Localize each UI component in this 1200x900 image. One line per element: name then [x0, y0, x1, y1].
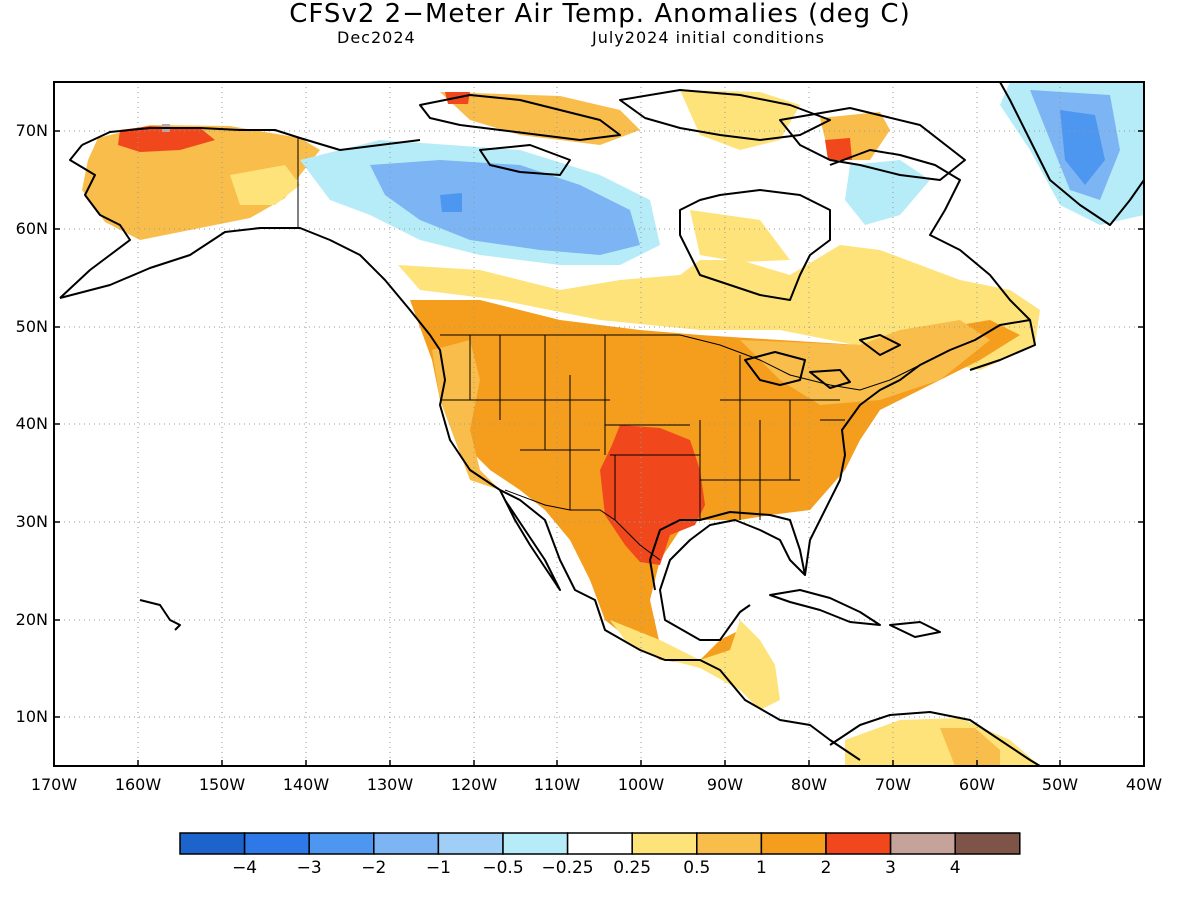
colorbar-swatch-1	[179, 832, 246, 855]
southern-plains-hot	[600, 425, 705, 565]
lon-label-80w: 80W	[790, 775, 828, 794]
forecast-month: Dec2024	[337, 28, 416, 47]
greenland-cold-core	[1060, 110, 1105, 185]
gulf-of-mexico-coast	[649, 511, 806, 641]
colorbar-swatch-5	[437, 832, 504, 855]
lat-label-20n: 20N	[15, 610, 48, 629]
colorbar-label: −3	[296, 858, 322, 878]
lon-label-70w: 70W	[874, 775, 912, 794]
greenland-coast	[999, 82, 1144, 226]
colorbar-label: 0.5	[683, 858, 711, 878]
arctic-islands-3	[479, 144, 571, 176]
lon-label-130w: 130W	[366, 775, 414, 794]
great-lakes-moderate-warm	[740, 320, 990, 405]
colorbar-label: 1	[755, 858, 767, 878]
political-borders	[297, 138, 921, 561]
canada-arctic-warm	[440, 92, 640, 145]
colorbar-swatch-13	[954, 832, 1021, 855]
canada-cold-core	[370, 160, 640, 255]
alaska-weak-anomaly	[230, 165, 300, 205]
alaska-west-coast	[59, 144, 131, 299]
cuba	[769, 589, 881, 626]
baffin-island	[779, 107, 966, 181]
hawaii	[139, 599, 181, 631]
colorbar-swatch-9	[696, 832, 763, 855]
lon-label-110w: 110W	[533, 775, 581, 794]
colorbar-label: 4	[949, 858, 961, 878]
colorbar	[179, 832, 1021, 855]
alaska-coast	[59, 227, 861, 761]
colorbar-swatch-4	[373, 832, 440, 855]
graticule	[54, 82, 1144, 766]
us-east-coast	[804, 319, 1036, 576]
map-title: CFSv2 2−Meter Air Temp. Anomalies (deg C…	[289, 0, 911, 29]
lon-label-50w: 50W	[1041, 775, 1079, 794]
colorbar-swatch-10	[760, 832, 827, 855]
colorbar-swatch-7	[566, 832, 633, 855]
anomaly-shading	[82, 82, 1144, 766]
lat-label-40n: 40N	[15, 414, 48, 433]
us-mexico-border	[504, 489, 661, 561]
tick-marks	[54, 130, 1144, 766]
labrador-weak-warm	[690, 210, 790, 262]
arctic-islands-1	[419, 94, 621, 141]
colorbar-label: −2	[361, 858, 387, 878]
baffin-hot-spot	[825, 138, 852, 160]
us-canada-border	[440, 334, 921, 391]
lon-label-170w: 170W	[30, 775, 78, 794]
labrador-coast	[829, 149, 1031, 321]
colorbar-swatch-11	[825, 832, 892, 855]
lon-label-100w: 100W	[617, 775, 665, 794]
lat-label-10n: 10N	[15, 707, 48, 726]
colorbar-label: −0.25	[541, 858, 594, 878]
colorbar-label: 2	[820, 858, 832, 878]
colorbar-swatch-12	[889, 832, 956, 855]
lon-label-40w: 40W	[1125, 775, 1163, 794]
arctic-island-warm	[680, 90, 800, 150]
lat-label-50n: 50N	[15, 317, 48, 336]
alaska-anomaly-region	[82, 125, 320, 240]
lon-label-150w: 150W	[198, 775, 246, 794]
lon-label-160w: 160W	[114, 775, 162, 794]
lon-label-120w: 120W	[450, 775, 498, 794]
initial-conditions: July2024 initial conditions	[592, 28, 825, 47]
lon-label-60w: 60W	[958, 775, 996, 794]
us-state-lines	[440, 335, 845, 520]
lat-label-30n: 30N	[15, 512, 48, 531]
lat-label-60n: 60N	[15, 219, 48, 238]
hispaniola	[889, 621, 941, 638]
colorbar-label: −4	[232, 858, 258, 878]
baja-peninsula	[499, 489, 561, 591]
colorbar-label: −0.5	[482, 858, 524, 878]
lat-label-70n: 70N	[15, 121, 48, 140]
arctic-islands-2	[619, 89, 831, 141]
colorbar-swatch-6	[502, 832, 569, 855]
colorbar-label: 0.25	[613, 858, 652, 878]
great-lakes	[744, 334, 901, 389]
lon-label-140w: 140W	[282, 775, 330, 794]
coastlines	[59, 82, 1144, 766]
south-america-warm	[940, 728, 1000, 766]
colorbar-swatch-3	[308, 832, 375, 855]
canada-cold-spot	[440, 193, 462, 212]
west-coast-moderate-warm	[432, 340, 500, 490]
colorbar-swatch-2	[243, 832, 310, 855]
south-america-coast	[829, 711, 1041, 766]
lon-label-90w: 90W	[706, 775, 744, 794]
alaska-warm-core	[118, 126, 215, 152]
alaska-north-coast	[81, 127, 421, 151]
mexico-coast-weak-warm	[610, 620, 780, 710]
colorbar-label: −1	[425, 858, 451, 878]
colorbar-label: 3	[885, 858, 896, 878]
hudson-bay	[679, 189, 831, 301]
colorbar-swatch-8	[631, 832, 698, 855]
